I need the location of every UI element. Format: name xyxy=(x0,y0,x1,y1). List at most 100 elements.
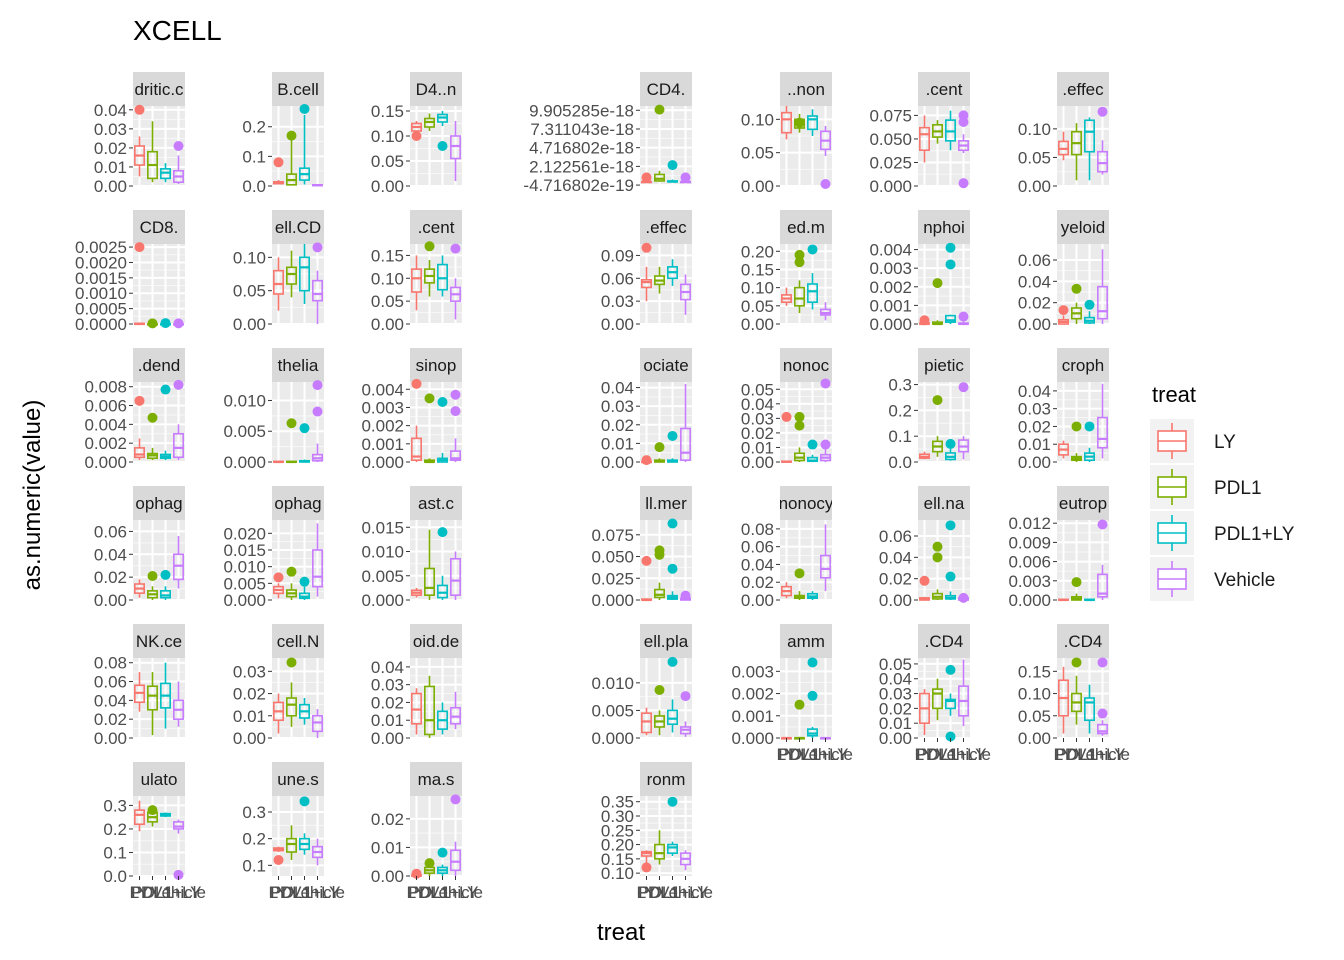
y-tick-label: 0.02 xyxy=(371,693,404,712)
y-tick-label: 0.00 xyxy=(371,315,404,334)
box-iqr xyxy=(147,685,158,711)
box-iqr xyxy=(794,286,805,307)
box-iqr xyxy=(932,688,943,710)
box-outlier-point xyxy=(147,571,158,581)
y-tick-label: 0.004 xyxy=(869,241,912,260)
x-tick-label: PDL1 xyxy=(638,883,681,902)
facet-strip xyxy=(780,72,832,106)
y-tick-label: 0.009 xyxy=(1008,533,1051,552)
facet-strip xyxy=(780,624,832,658)
panel-background xyxy=(1057,106,1109,186)
facet-strip-label: dritic.c xyxy=(134,80,184,99)
box-iqr xyxy=(667,709,678,726)
box-outlier-point xyxy=(1097,657,1108,668)
box-outlier-point xyxy=(958,592,969,603)
x-tick-label: PDL1+LY xyxy=(407,883,479,902)
y-tick-label: 0.06 xyxy=(94,673,127,692)
legend-label: Vehicle xyxy=(1214,570,1275,591)
panel-background xyxy=(272,520,324,600)
y-tick-label: 0.15 xyxy=(601,850,634,869)
y-tick-label: 0.2 xyxy=(242,118,266,137)
box-outlier-point xyxy=(286,418,297,429)
box-outlier-point xyxy=(160,384,171,395)
y-tick-label: 0.01 xyxy=(233,707,266,726)
y-tick-label: 9.905285e-18 xyxy=(529,101,634,120)
y-tick-label: 0.02 xyxy=(233,685,266,704)
y-tick-label: 0.003 xyxy=(869,259,912,278)
y-tick-label: 0.050 xyxy=(591,548,634,567)
facet-panel: croph 0.000.010.020.030.04 xyxy=(1018,348,1109,472)
facet-strip-label: ll.mer xyxy=(645,494,687,513)
box-iqr xyxy=(312,549,323,588)
y-tick-label: 0.2 xyxy=(888,401,912,420)
y-tick-label: 0.001 xyxy=(731,707,774,726)
facet-panel: ronm 0.100.150.200.250.300.35 LYPDL1PDL1+L… xyxy=(601,762,713,902)
y-tick-label: 0.02 xyxy=(94,710,127,729)
facet-strip xyxy=(780,210,832,244)
y-tick-label: 0.00 xyxy=(371,729,404,748)
panel-background xyxy=(410,658,462,738)
y-tick-label: 0.04 xyxy=(371,658,404,677)
y-tick-label: 0.004 xyxy=(361,380,404,399)
facet-panel: pietic 0.0 0.1 0.2 0.3 xyxy=(888,348,970,472)
box-iqr xyxy=(450,450,461,461)
legend-label: PDL1 xyxy=(1214,478,1262,499)
box-outlier-point xyxy=(173,141,184,151)
box-outlier-point xyxy=(1097,708,1108,719)
x-tick-label: Vehicle xyxy=(658,883,713,902)
box-outlier-point xyxy=(1071,283,1082,294)
box-iqr xyxy=(173,553,184,581)
legend-label: LY xyxy=(1214,432,1236,453)
y-tick-label: 0.04 xyxy=(601,379,634,398)
box-iqr xyxy=(820,554,831,579)
x-tick-label: LY xyxy=(637,883,657,902)
y-tick-label: 0.03 xyxy=(601,292,634,311)
facet-strip-label: ell.na xyxy=(924,494,965,513)
box-outlier-point xyxy=(437,847,448,858)
y-tick-label: 0.075 xyxy=(591,526,634,545)
y-tick-label: 0.001 xyxy=(361,435,404,454)
box-outlier-point xyxy=(173,379,184,390)
box-outlier-point xyxy=(134,395,145,406)
y-tick-label: 0.06 xyxy=(879,527,912,546)
box-outlier-point xyxy=(1071,577,1082,588)
y-tick-label: 0.35 xyxy=(601,793,634,812)
y-tick-label: 0.10 xyxy=(741,279,774,298)
facet-strip-label: nphoi xyxy=(923,218,965,237)
facet-strip xyxy=(410,72,462,106)
y-tick-label: 0.00 xyxy=(879,591,912,610)
y-tick-label: 0.3 xyxy=(103,796,127,815)
box-outlier-point xyxy=(273,572,284,583)
facet-panel: nonoc 0.000.010.020.030.040.05 xyxy=(741,348,832,472)
y-tick-label: 0.02 xyxy=(94,139,127,158)
facet-panel: oid.de 0.000.010.020.030.04 xyxy=(371,624,462,748)
box-iqr xyxy=(424,567,435,596)
facet-strip xyxy=(640,72,692,106)
facet-strip xyxy=(133,348,185,382)
facet-strip-label: D4..n xyxy=(416,80,457,99)
facet-panel: ociate 0.000.010.020.030.04 xyxy=(601,348,692,472)
y-tick-label: 0.0015 xyxy=(75,269,127,288)
y-tick-label: 0.04 xyxy=(741,555,774,574)
box-outlier-point xyxy=(312,242,323,253)
y-tick-label: 0.01 xyxy=(371,838,404,857)
facet-strip-label: ..non xyxy=(787,80,825,99)
x-tick-label: Vehicle xyxy=(936,745,991,764)
box-outlier-point xyxy=(820,179,831,189)
box-outlier-point xyxy=(173,318,184,329)
y-tick-label: 0.08 xyxy=(94,654,127,673)
box-outlier-point xyxy=(794,249,805,260)
panel-background xyxy=(272,106,324,186)
y-tick-label: 0.0 xyxy=(242,177,266,196)
y-tick-label: 0.00 xyxy=(741,453,774,472)
facet-strip-label: CD8. xyxy=(140,218,179,237)
x-tick-label: Vehicle xyxy=(428,883,483,902)
facet-strip xyxy=(1057,72,1109,106)
y-tick-label: 0.00 xyxy=(1018,453,1051,472)
panel-background xyxy=(133,658,185,738)
y-tick-label: 0.01 xyxy=(371,711,404,730)
facet-strip-label: .cent xyxy=(926,80,963,99)
